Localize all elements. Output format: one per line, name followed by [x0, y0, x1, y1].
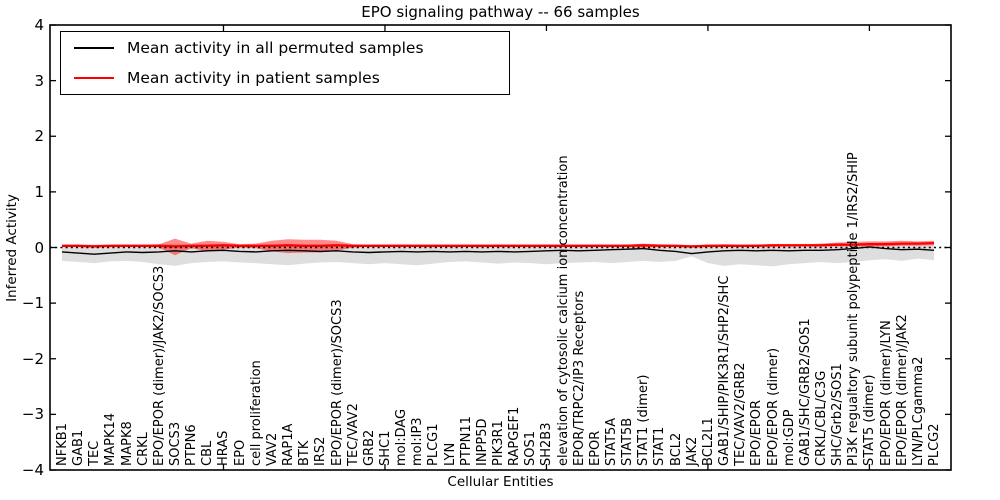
x-tick-label: GAB1	[71, 429, 87, 466]
x-tick-label: STAT5A	[604, 417, 620, 466]
patient-mean-line	[62, 241, 935, 248]
legend-label-permuted: Mean activity in all permuted samples	[127, 39, 424, 57]
legend-item-patient: Mean activity in patient samples	[61, 64, 509, 92]
x-tick-label: PLCG1	[426, 423, 442, 466]
x-tick-label: MAPK14	[103, 412, 119, 466]
x-tick-label: RAP1A	[281, 423, 297, 466]
y-tick-label: 3	[34, 71, 44, 90]
x-tick-label: BCL2	[668, 432, 684, 466]
chart-title: EPO signaling pathway -- 66 samples	[361, 3, 640, 21]
x-tick-label: mol:IP3	[410, 417, 426, 466]
x-tick-label: SHC/Grb2/SOS1	[830, 363, 846, 466]
legend-item-permuted: Mean activity in all permuted samples	[61, 34, 509, 62]
x-tick-label: STAT5B	[620, 417, 636, 466]
x-tick-label: EPOR	[587, 430, 603, 466]
x-tick-label: JAK2	[684, 436, 700, 466]
x-tick-label: PTPN11	[458, 416, 474, 466]
x-tick-label: STAT5 (dimer)	[862, 374, 878, 466]
x-tick-label: mol:DAG	[394, 408, 410, 466]
x-tick-label: SOS1	[523, 430, 539, 466]
x-tick-label: EPO/EPOR (dimer)/JAK2/SOCS3	[151, 265, 167, 466]
x-tick-label: EPOR/TRPC2/IP3 Receptors	[571, 290, 587, 466]
legend-label-patient: Mean activity in patient samples	[127, 69, 380, 87]
x-tick-label: mol:GDP	[781, 409, 797, 466]
x-tick-label: SOCS3	[168, 421, 184, 466]
permuted-band	[62, 243, 934, 267]
x-tick-label: BCL2L1	[700, 417, 716, 466]
x-tick-label: CRKL/CBL/C3G	[813, 370, 829, 466]
x-tick-label: IRS2	[313, 436, 329, 466]
x-tick-label: CBL	[200, 440, 216, 466]
x-tick-label: SHC1	[377, 430, 393, 466]
patient-line-swatch	[74, 77, 114, 79]
y-tick-label: −4	[21, 461, 44, 479]
x-tick-label: GRB2	[361, 429, 377, 466]
x-tick-label: CRKL	[135, 432, 151, 466]
y-tick-label: 0	[34, 238, 44, 257]
x-tick-label: SH2B3	[539, 422, 555, 467]
x-tick-label: cell proliferation	[248, 360, 264, 466]
x-tick-label: RAPGEF1	[507, 406, 523, 466]
x-tick-label: VAV2	[264, 432, 280, 466]
x-tick-label: TEC/VAV2	[345, 403, 361, 466]
x-tick-label: NFKB1	[55, 423, 70, 466]
x-tick-label: PI3K regualtory subunit polypeptide 1/IR…	[846, 152, 862, 466]
permuted-mean-line	[61, 246, 935, 255]
x-tick-label: EPO/EPOR (dimer)/JAK2	[894, 314, 910, 466]
x-tick-label: elevation of cytosolic calcium ion conce…	[555, 155, 571, 466]
y-tick-label: 2	[34, 127, 44, 146]
x-tick-label: EPO/EPOR	[749, 400, 765, 466]
y-tick-label: 4	[34, 16, 44, 34]
x-tick-label: EPO	[232, 439, 248, 466]
x-tick-label: LYN/PLCgamma2	[910, 356, 926, 466]
y-tick-label: −1	[21, 294, 44, 313]
x-tick-label: INPP5D	[474, 418, 490, 466]
x-tick-label: EPO/EPOR (dimer)/LYN	[878, 320, 894, 466]
x-tick-label: PTPN6	[184, 424, 200, 466]
legend: Mean activity in all permuted samples Me…	[60, 31, 510, 95]
x-tick-label: MAPK8	[119, 421, 135, 466]
x-axis-title: Cellular Entities	[447, 474, 554, 490]
x-tick-label: STAT1 (dimer)	[636, 374, 652, 466]
y-tick-label: −3	[21, 405, 44, 424]
x-tick-label: LYN	[442, 442, 458, 466]
x-tick-label: TEC	[87, 440, 103, 466]
x-tick-label: PIK3R1	[491, 420, 506, 466]
x-tick-label: TEC/VAV2/GRB2	[733, 362, 749, 466]
x-tick-label: STAT1	[652, 426, 668, 466]
x-tick-label: GAB1/SHC/GRB2/SOS1	[797, 318, 813, 466]
x-tick-label: HRAS	[216, 430, 232, 466]
x-tick-label: EPO/EPOR (dimer)	[765, 347, 781, 466]
x-tick-label: GAB1/SHIP/PIK3R1/SHP2/SHC	[717, 275, 733, 466]
x-tick-label: EPO/EPOR (dimer)/SOCS3	[329, 299, 345, 466]
y-tick-label: −2	[21, 349, 44, 368]
x-tick-label: PLCG2	[927, 423, 942, 466]
permuted-line-swatch	[74, 47, 114, 49]
y-tick-label: 1	[34, 182, 44, 201]
x-tick-label: BTK	[297, 440, 313, 466]
